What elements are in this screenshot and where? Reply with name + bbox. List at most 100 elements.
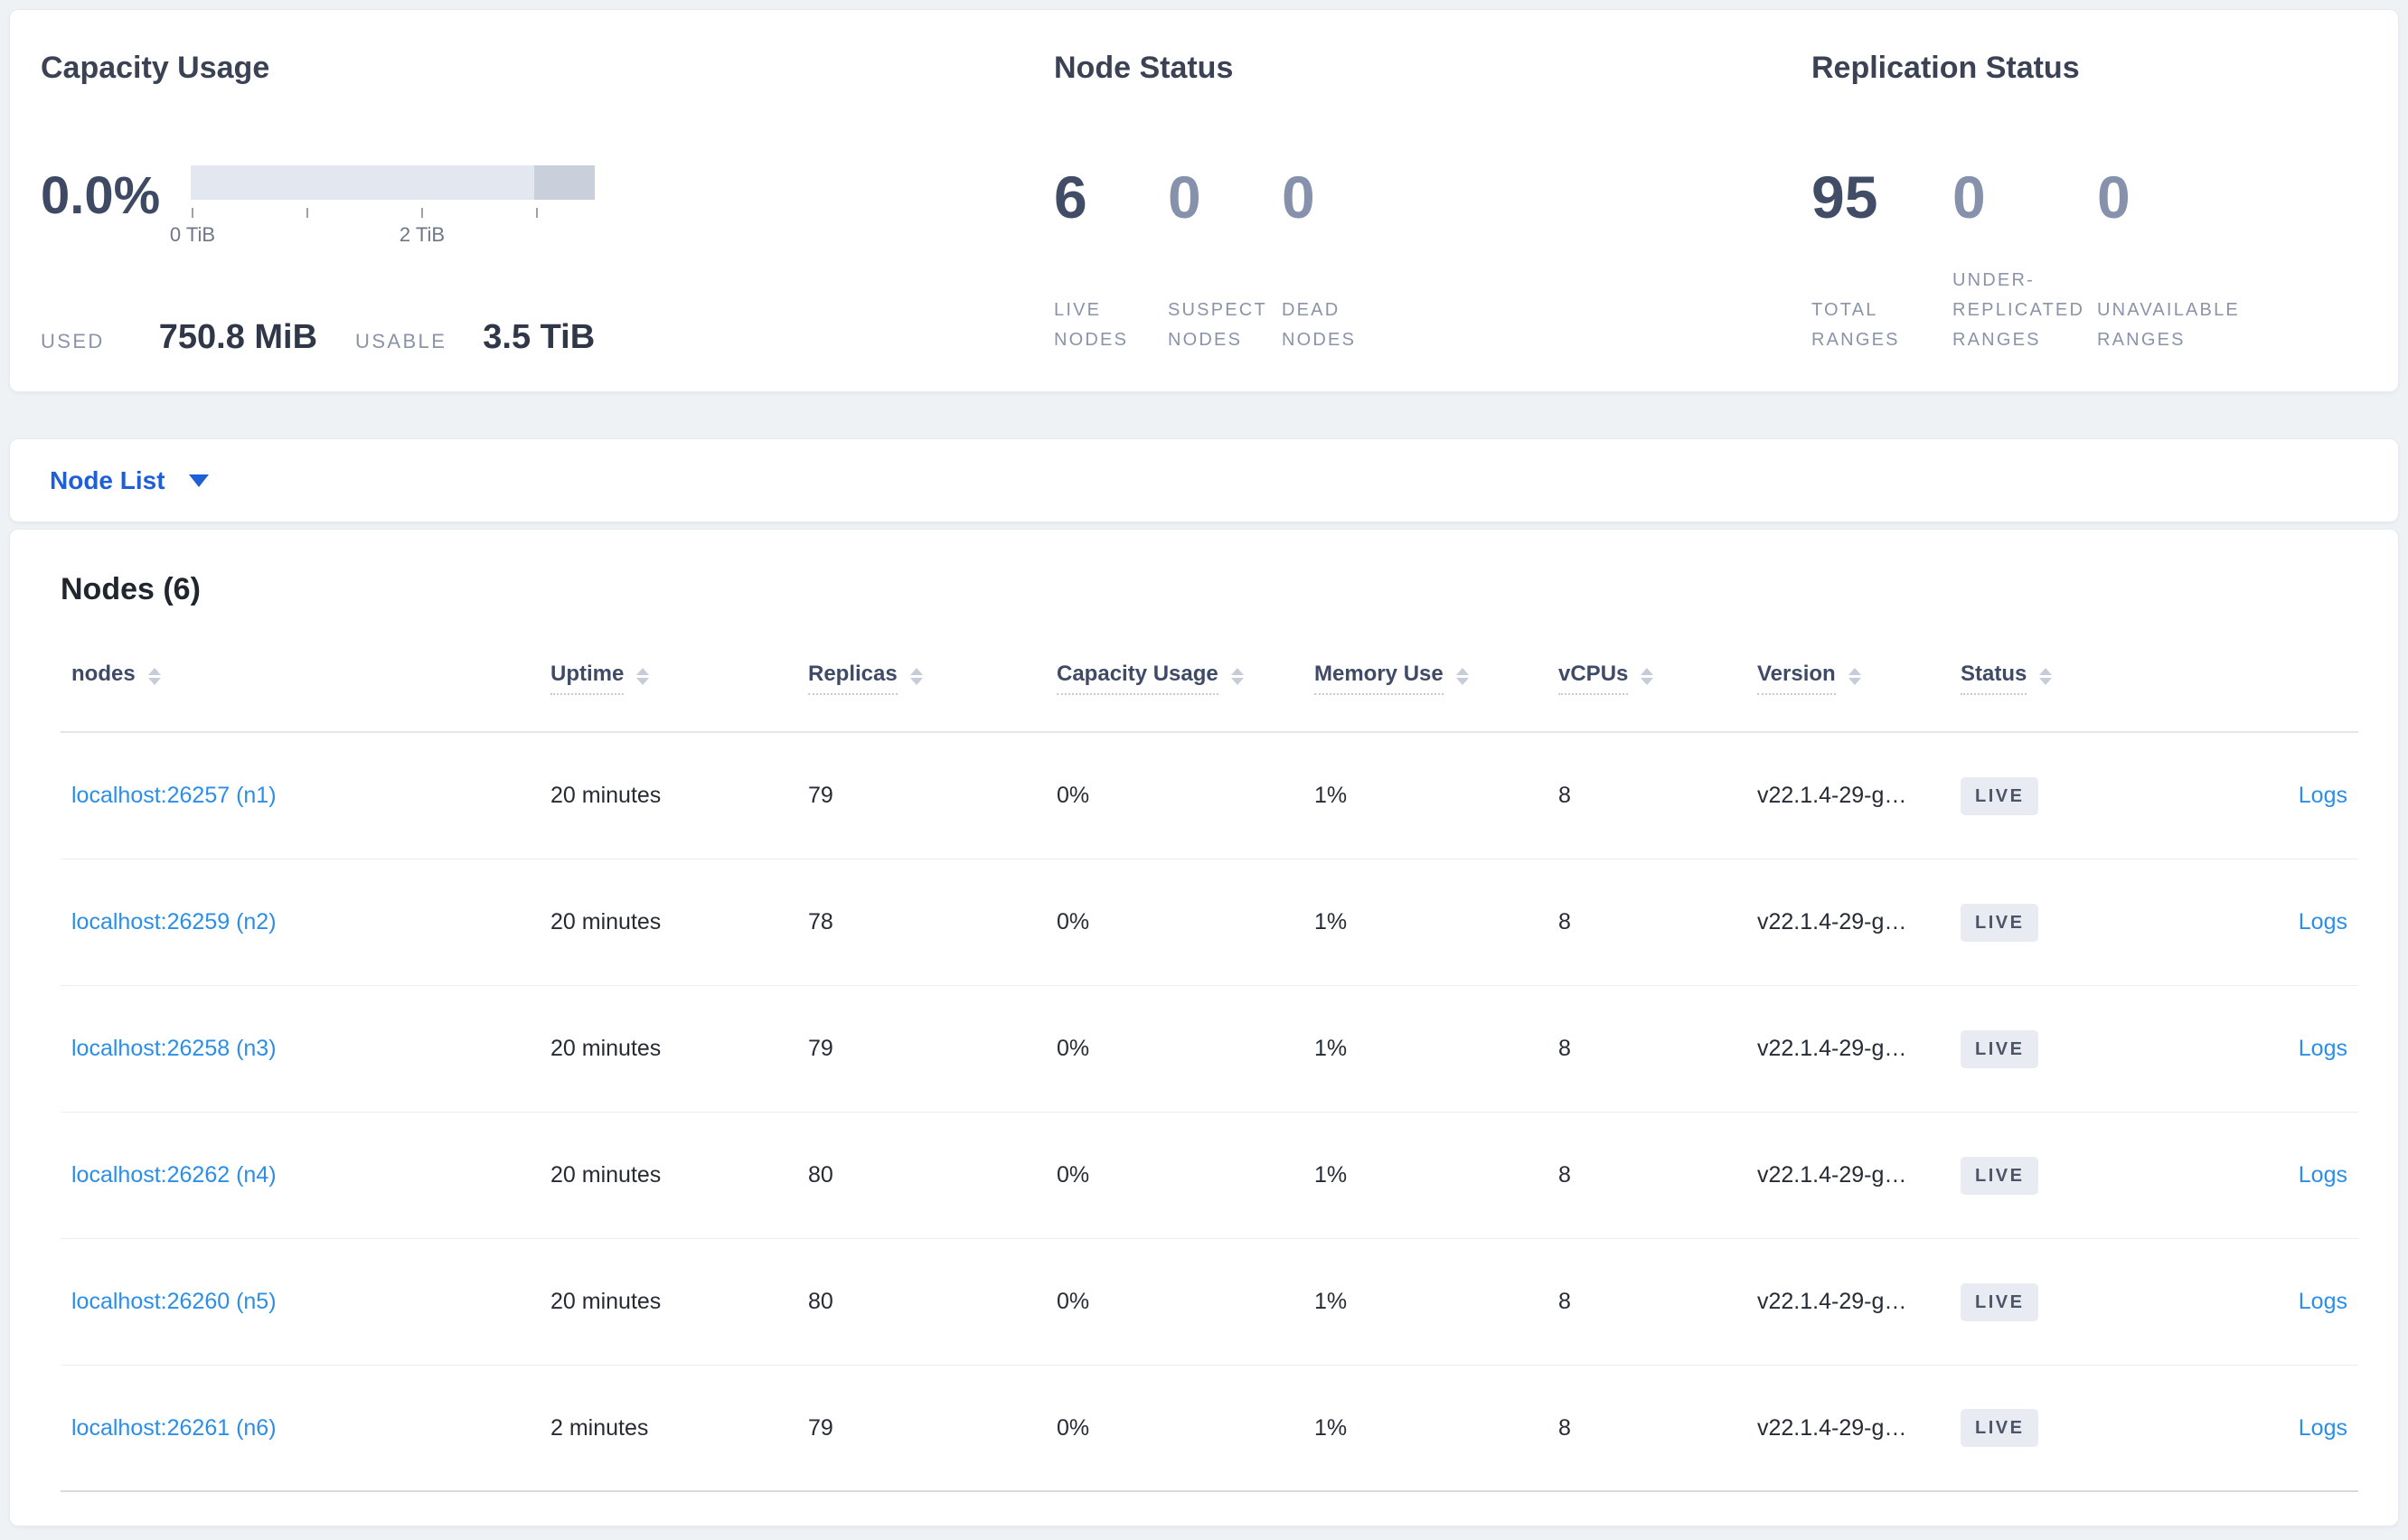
used-label: USED	[41, 330, 105, 352]
dead-nodes-label: DEAD NODES	[1282, 300, 1357, 350]
live-nodes-label: LIVE NODES	[1054, 300, 1129, 350]
node-link[interactable]: localhost:26257 (n1)	[71, 783, 277, 808]
vcpus-cell: 8	[1558, 909, 1571, 934]
column-header-capacity-usage[interactable]: Capacity Usage	[1046, 662, 1303, 731]
replication-status-stats: 95 0 0 TOTAL RANGES UNDER-REPLICATED RAN…	[1811, 165, 2398, 391]
table-row: localhost:26257 (n1) 20 minutes 79 0% 1%…	[61, 733, 2358, 859]
usable-label: USABLE	[355, 330, 447, 352]
under-replicated-ranges-count: 0	[1952, 164, 1986, 230]
uptime-cell: 20 minutes	[550, 783, 662, 808]
suspect-nodes-count: 0	[1168, 164, 1201, 230]
capacity-gauge: 0.0% 0 TiB 2 TiB	[41, 165, 1045, 265]
version-cell: v22.1.4-29-g…	[1757, 783, 1907, 808]
version-cell: v22.1.4-29-g…	[1757, 1289, 1907, 1314]
dead-nodes-count: 0	[1282, 164, 1315, 230]
vcpus-cell: 8	[1558, 1162, 1571, 1188]
table-row: localhost:26259 (n2) 20 minutes 78 0% 1%…	[61, 859, 2358, 986]
replicas-cell: 79	[808, 783, 833, 808]
column-header-logs	[2194, 662, 2358, 731]
memory-use-cell: 1%	[1314, 909, 1348, 934]
caret-down-icon	[188, 474, 209, 487]
replicas-cell: 80	[808, 1289, 833, 1314]
table-row: localhost:26261 (n6) 2 minutes 79 0% 1% …	[61, 1366, 2358, 1492]
status-badge: LIVE	[1961, 1409, 2039, 1447]
table-row: localhost:26260 (n5) 20 minutes 80 0% 1%…	[61, 1239, 2358, 1366]
capacity-bar-used-segment	[534, 165, 595, 200]
column-header-uptime[interactable]: Uptime	[540, 662, 797, 731]
logs-link[interactable]: Logs	[2298, 1414, 2347, 1441]
memory-use-cell: 1%	[1314, 1289, 1348, 1314]
cluster-summary-panel: Capacity Usage 0.0% 0 TiB 2 TiB USED 750…	[9, 9, 2399, 392]
logs-link[interactable]: Logs	[2298, 1162, 2347, 1188]
usable-value: 3.5 TiB	[483, 318, 596, 356]
node-link[interactable]: localhost:26259 (n2)	[71, 909, 277, 934]
capacity-stats-row: USED 750.8 MiB USABLE 3.5 TiB	[41, 318, 1045, 391]
replicas-cell: 80	[808, 1162, 833, 1188]
capacity-usage-title: Capacity Usage	[41, 51, 270, 85]
node-status-title: Node Status	[1054, 51, 1234, 85]
nodes-table-panel: Nodes (6) nodes Uptime Replicas Capacity…	[9, 529, 2399, 1526]
axis-tick	[536, 208, 538, 218]
node-link[interactable]: localhost:26260 (n5)	[71, 1289, 277, 1314]
sort-icon	[636, 668, 650, 685]
sort-icon	[2039, 668, 2053, 685]
vcpus-cell: 8	[1558, 1036, 1571, 1061]
axis-tick-label: 2 TiB	[399, 223, 446, 246]
uptime-cell: 20 minutes	[550, 1289, 662, 1314]
column-header-nodes[interactable]: nodes	[61, 662, 540, 731]
replicas-cell: 79	[808, 1414, 833, 1441]
node-status-section: Node Status 6 0 0 LIVE NODES SUSPECT NOD…	[1045, 10, 1811, 391]
replicas-cell: 79	[808, 1036, 833, 1061]
logs-link[interactable]: Logs	[2298, 1289, 2347, 1314]
node-link[interactable]: localhost:26261 (n6)	[71, 1414, 277, 1441]
node-link[interactable]: localhost:26262 (n4)	[71, 1162, 277, 1188]
status-badge: LIVE	[1961, 776, 2039, 815]
table-row: localhost:26258 (n3) 20 minutes 79 0% 1%…	[61, 986, 2358, 1113]
column-header-replicas[interactable]: Replicas	[797, 662, 1046, 731]
capacity-usage-cell: 0%	[1057, 1162, 1090, 1188]
axis-tick-label: 0 TiB	[169, 223, 216, 246]
axis-tick	[192, 208, 193, 218]
node-link[interactable]: localhost:26258 (n3)	[71, 1036, 277, 1061]
logs-link[interactable]: Logs	[2298, 1036, 2347, 1061]
column-header-status[interactable]: Status	[1950, 662, 2194, 731]
status-badge: LIVE	[1961, 903, 2039, 942]
replication-status-section: Replication Status 95 0 0 TOTAL RANGES U…	[1811, 10, 2398, 391]
uptime-cell: 20 minutes	[550, 909, 662, 934]
uptime-cell: 20 minutes	[550, 1036, 662, 1061]
sort-icon	[147, 668, 161, 685]
logs-link[interactable]: Logs	[2298, 783, 2347, 808]
column-header-vcpus[interactable]: vCPUs	[1547, 662, 1746, 731]
sort-icon	[909, 668, 923, 685]
table-header: nodes Uptime Replicas Capacity Usage Mem…	[61, 653, 2358, 733]
unavailable-ranges-count: 0	[2097, 164, 2131, 230]
capacity-bar-track	[191, 165, 595, 200]
capacity-percent: 0.0%	[41, 166, 161, 225]
capacity-bar: 0 TiB 2 TiB	[170, 165, 595, 265]
capacity-usage-section: Capacity Usage 0.0% 0 TiB 2 TiB USED 750…	[10, 10, 1045, 391]
uptime-cell: 2 minutes	[550, 1414, 649, 1441]
memory-use-cell: 1%	[1314, 783, 1348, 808]
nodes-heading: Nodes (6)	[61, 572, 201, 606]
vcpus-cell: 8	[1558, 783, 1571, 808]
column-header-version[interactable]: Version	[1746, 662, 1950, 731]
version-cell: v22.1.4-29-g…	[1757, 1414, 1907, 1441]
column-header-memory-use[interactable]: Memory Use	[1303, 662, 1547, 731]
sort-icon	[1641, 668, 1654, 685]
node-status-stats: 6 0 0 LIVE NODES SUSPECT NODES DEAD NODE…	[1054, 165, 1811, 391]
axis-tick	[306, 208, 308, 218]
total-ranges-count: 95	[1811, 164, 1878, 230]
vcpus-cell: 8	[1558, 1289, 1571, 1314]
node-list-dropdown[interactable]: Node List	[50, 466, 209, 495]
used-value: 750.8 MiB	[158, 318, 318, 356]
logs-link[interactable]: Logs	[2298, 909, 2347, 934]
sort-icon	[1848, 668, 1861, 685]
under-replicated-ranges-label: UNDER-REPLICATED RANGES	[1952, 270, 2085, 350]
capacity-usage-cell: 0%	[1057, 1289, 1090, 1314]
replication-status-title: Replication Status	[1811, 51, 2080, 85]
memory-use-cell: 1%	[1314, 1162, 1348, 1188]
status-badge: LIVE	[1961, 1156, 2039, 1195]
sort-icon	[1230, 668, 1244, 685]
suspect-nodes-label: SUSPECT NODES	[1168, 300, 1267, 350]
node-list-dropdown-label: Node List	[50, 465, 165, 494]
